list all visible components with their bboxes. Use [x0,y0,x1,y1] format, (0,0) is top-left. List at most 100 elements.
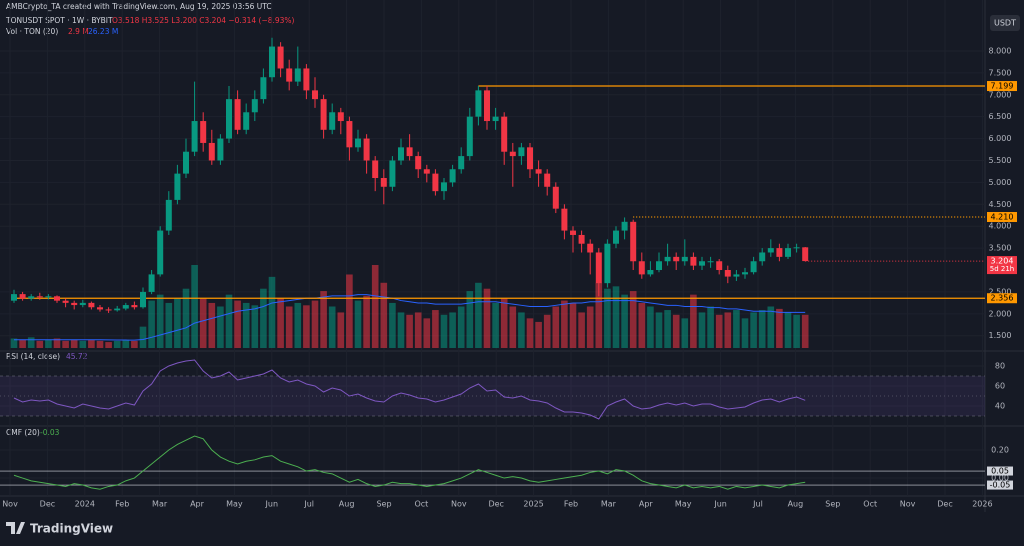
volume-bar [801,314,809,348]
candle-body [208,142,215,161]
tradingview-logo[interactable]: TradingView [6,522,113,536]
volume-bar [53,338,61,348]
x-tick-label: Nov [451,500,467,509]
x-tick-label: 2024 [75,500,95,509]
level-label: 7.199 [991,82,1014,91]
volume-bar [526,318,534,348]
candle-body [449,169,456,183]
candle-body [320,99,327,130]
y-tick-label: 6.500 [989,112,1012,121]
volume-bar [62,340,69,348]
y-tick-label: 60 [995,382,1005,391]
x-tick-label: Jun [713,500,727,509]
candle-body [432,173,439,192]
last-price-label: 3.204 [991,257,1014,266]
candle-body [776,248,783,257]
candle-body [226,99,232,139]
volume-bar [285,306,293,348]
candle-body [363,138,370,161]
y-tick-label: 5.500 [989,156,1012,165]
candle-body [165,199,172,231]
volume-bar [251,305,259,348]
candle-body [509,151,516,157]
candle-body [140,291,146,308]
y-tick-label: 7.500 [989,68,1012,77]
volume-bar [793,314,800,348]
y-tick-label: 3.500 [989,244,1012,253]
volume-title: Vol · TON (20) [6,27,58,36]
candle-body [466,116,473,157]
candle-body [131,305,138,308]
volume-bar [492,302,499,348]
last-price-box [987,256,1017,275]
candle-body [97,307,103,310]
volume-bar [724,312,732,348]
candle-body [561,208,568,231]
candle-body [346,121,353,148]
x-tick-label: Aug [788,500,804,509]
candle-body [552,186,559,209]
volume-bar [604,288,611,348]
candle-body [191,121,198,152]
volume-bar [457,306,465,348]
candle-body [716,261,723,271]
candle-body [372,160,379,178]
ohlc-legend: O3.518 H3.525 L3.200 C3.204 −0.314 (−8.9… [112,16,295,25]
volume-bar [371,265,379,348]
volume-bar [432,310,439,348]
candle-body [630,221,637,262]
level-label: 4.210 [991,212,1014,221]
volume-bar [113,340,121,348]
volume-bar [664,310,671,348]
candle-body [294,68,301,82]
candle-body [544,173,551,187]
x-tick-label: Nov [900,500,916,509]
x-tick-label: Sep [825,500,840,509]
candle-body [664,256,671,262]
volume-bar [750,312,757,348]
candle-body [355,138,361,148]
candle-body [475,90,482,117]
volume-bar [483,288,491,348]
x-tick-label: Mar [601,500,617,509]
volume-bar [414,312,422,348]
volume-bar [690,294,697,348]
currency-label[interactable]: USDT [994,19,1016,28]
indicator-line [13,435,806,490]
volume-bar [354,300,362,348]
candle-body [312,90,318,100]
candle-body [707,261,714,263]
candle-body [329,112,336,130]
volume-bar [260,288,267,348]
candle-body [724,270,731,277]
volume-bar [45,339,52,348]
x-tick-label: Feb [115,500,129,509]
volume-bar [182,288,190,348]
candle-body [11,294,17,301]
volume-bar [552,306,560,348]
volume-bar [27,337,35,348]
volume-bar [122,339,130,348]
candle-body [337,112,344,122]
volume-bar [79,340,87,348]
volume-bar [595,282,603,348]
currency-button[interactable] [990,15,1020,31]
candle-body [62,300,69,303]
candle-body [423,169,430,174]
cmf-legend: -0.03 [40,428,60,437]
candle-body [690,256,697,266]
candle-body [802,247,809,262]
candle-body [501,116,508,152]
x-tick-label: May [675,500,692,509]
candle-body [578,234,585,244]
symbol-title: TONUSDT SPOT · 1W · BYBIT [5,16,113,25]
volume-bar [629,291,637,348]
volume-bar [397,312,405,348]
volume-bar [715,314,723,348]
rsi-legend: 45.72 [66,352,88,361]
level-label: -0.05 [990,481,1011,490]
candle-body [595,252,602,284]
volume-bar [303,305,310,348]
x-tick-label: 2026 [972,500,992,509]
